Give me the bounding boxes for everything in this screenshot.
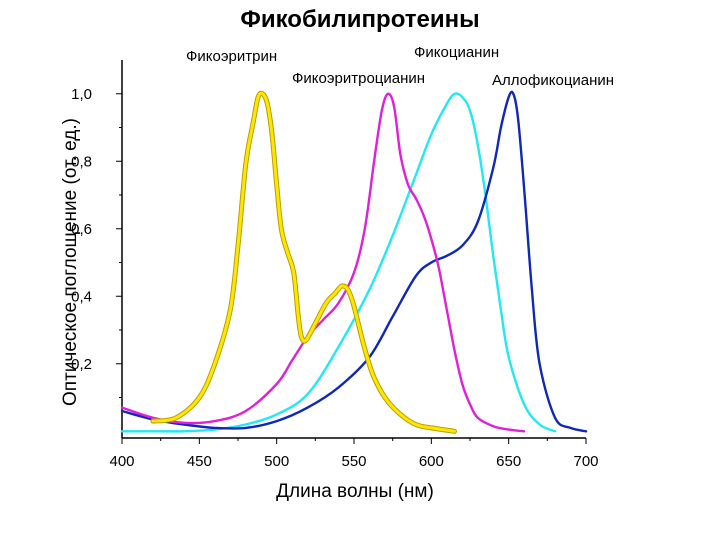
x-tick-label: 700	[573, 453, 598, 470]
y-tick-label: 0,2	[71, 356, 92, 373]
series-label-allophycocyanin: Аллофикоцианин	[492, 72, 615, 89]
y-axis-label: Оптическое поглощение (от. ед.)	[60, 118, 81, 406]
y-tick-label: 1,0	[71, 86, 92, 103]
series-label-phycoerythrocyanin: Фикоэритроцианин	[292, 70, 426, 87]
y-tick-label: 0,4	[71, 288, 92, 305]
x-tick-label: 450	[187, 453, 212, 470]
y-tick-label: 0,6	[71, 221, 92, 238]
chart-title: Фикобилипротеины	[240, 6, 480, 33]
series-line-3	[120, 90, 588, 433]
series-label-phycoerythrin: Фикоэритрин	[186, 48, 278, 65]
x-axis-label: Длина волны (нм)	[276, 481, 434, 502]
x-tick-label: 400	[109, 453, 134, 470]
x-tick-label: 650	[496, 453, 521, 470]
series-line-1	[120, 92, 526, 433]
y-tick-label: 0,8	[71, 153, 92, 170]
x-tick-label: 600	[419, 453, 444, 470]
series-layer	[120, 90, 588, 434]
x-tick-label: 550	[341, 453, 366, 470]
series-line-0	[151, 91, 456, 433]
x-tick-label: 500	[264, 453, 289, 470]
series-line-0-outline	[150, 90, 457, 434]
series-line-2	[120, 92, 557, 433]
series-label-phycocyanin: Фикоцианин	[414, 44, 500, 61]
axes: 400 450 500 550 600 650 700 0,2 0,4 0,6 0,8 1,0	[71, 60, 599, 470]
